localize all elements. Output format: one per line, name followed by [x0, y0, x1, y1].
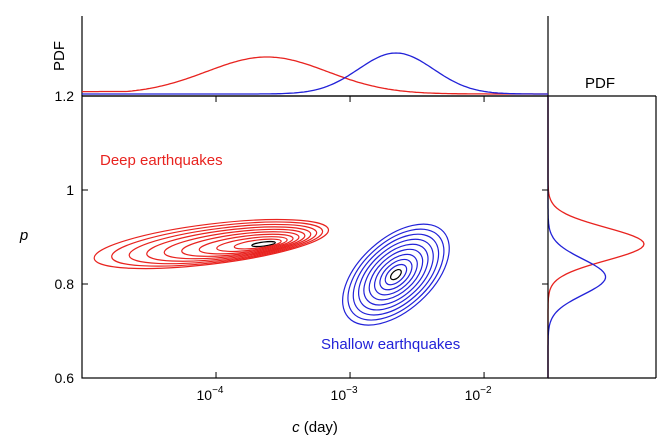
contour-level — [93, 218, 330, 270]
contour-set-deep — [93, 218, 330, 270]
contour-level — [368, 248, 424, 301]
contour-set-shallow — [342, 223, 450, 326]
contour-level — [347, 228, 445, 321]
x-tick-exponent: −4 — [212, 385, 224, 396]
right-pdf-curve — [547, 96, 607, 378]
contour-groups — [93, 218, 450, 326]
y-tick-label: 0.6 — [55, 370, 75, 386]
y-axis-ticks: 0.6 0.8 1 1.2 — [55, 88, 548, 386]
x-tick-label: 10−2 — [465, 385, 492, 403]
x-tick-label: 10−4 — [197, 385, 224, 403]
x-axis-label: c (day) — [292, 419, 338, 436]
y-tick-label: 1.2 — [55, 88, 75, 104]
main-plot-panel: 10−4 10−3 10−2 0.6 0.8 1 1.2 Deep earthquakes… — [19, 88, 549, 436]
contour-level — [342, 223, 450, 326]
top-pdf-curve — [82, 56, 548, 95]
contour-level — [384, 263, 408, 286]
contour-level — [181, 231, 300, 257]
right-pdf-curve — [547, 96, 645, 378]
contour-level — [198, 233, 294, 255]
top-pdf-panel: PDF — [51, 16, 549, 97]
series-label-shallow: Shallow earthquakes — [321, 336, 460, 353]
right-panel-label: PDF — [585, 75, 615, 92]
y-tick-label: 1 — [66, 182, 74, 198]
contour-level — [379, 258, 413, 291]
contour-level — [111, 221, 324, 267]
contour-level — [374, 253, 418, 296]
series-label-deep: Deep earthquakes — [100, 152, 223, 169]
contour-level — [216, 236, 288, 253]
contour-level — [128, 223, 318, 265]
x-tick-label: 10−3 — [331, 385, 358, 403]
top-marginal-curves — [82, 52, 548, 97]
contour-level — [389, 268, 402, 281]
right-pdf-panel: PDF — [547, 75, 657, 379]
contour-level — [163, 228, 306, 260]
contour-level — [146, 226, 312, 262]
x-axis-ticks: 10−4 10−3 10−2 — [197, 96, 492, 403]
main-plot-frame — [81, 95, 549, 379]
y-tick-label: 0.8 — [55, 276, 75, 292]
x-tick-exponent: −2 — [480, 385, 492, 396]
right-marginal-curves — [547, 96, 645, 378]
contour-level — [363, 243, 429, 306]
contour-level — [358, 238, 434, 311]
top-pdf-curve — [82, 52, 548, 95]
top-panel-label: PDF — [51, 41, 68, 71]
y-axis-label: p — [19, 227, 28, 244]
x-tick-exponent: −3 — [346, 385, 358, 396]
x-axis-label-unit: (day) — [300, 419, 338, 436]
contour-level — [251, 240, 276, 248]
x-axis-label-variable: c — [292, 419, 300, 436]
contour-level — [233, 238, 282, 250]
contour-level — [352, 233, 440, 316]
